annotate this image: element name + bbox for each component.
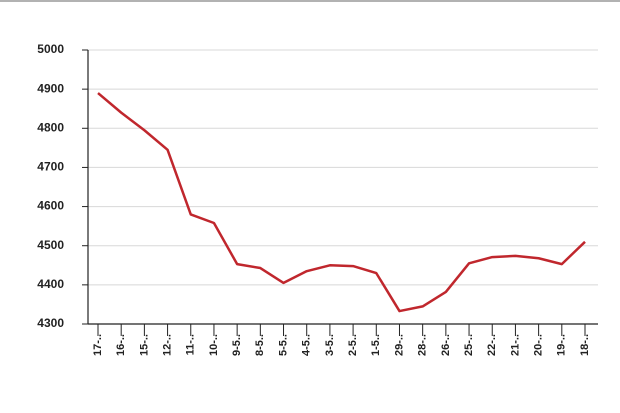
x-tick-label: 25-..	[463, 334, 475, 356]
y-tick-label: 4800	[37, 120, 64, 134]
x-tick-label: 5-5..	[277, 334, 289, 356]
x-tick-label: 19-..	[556, 334, 568, 356]
x-tick-label: 17-..	[92, 334, 104, 356]
x-tick-label: 11-..	[185, 334, 197, 355]
x-tick-label: 29-..	[393, 334, 405, 356]
y-tick-label: 4400	[37, 277, 64, 291]
x-tick-label: 1-5..	[370, 334, 382, 356]
x-tick-label: 2-5..	[347, 334, 359, 356]
x-tick-label: 21-..	[509, 334, 521, 356]
y-tick-label: 5000	[37, 42, 64, 56]
x-tick-label: 18-..	[579, 334, 591, 356]
x-tick-label: 26-..	[440, 334, 452, 356]
y-tick-label: 4700	[37, 160, 64, 174]
y-tick-label: 4500	[37, 238, 64, 252]
line	[97, 92, 586, 313]
x-tick-label: 20-..	[533, 334, 545, 356]
x-tick-label: 9-5..	[231, 334, 243, 356]
y-tick-label: 4900	[37, 81, 64, 95]
y-tick-label: 4600	[37, 199, 64, 213]
x-tick-label: 8-5..	[254, 334, 266, 356]
x-tick-label: 10-..	[208, 334, 220, 356]
x-tick-label: 22-..	[486, 334, 498, 356]
x-tick-label: 28-..	[417, 334, 429, 356]
x-tick-label: 15-..	[138, 334, 150, 356]
x-tick-label: 16-..	[115, 334, 127, 356]
y-tick-label: 4300	[37, 316, 64, 330]
x-tick-label: 3-5..	[324, 334, 336, 356]
x-tick-label: 12-..	[161, 334, 173, 356]
x-tick-label: 4-5..	[301, 334, 313, 356]
